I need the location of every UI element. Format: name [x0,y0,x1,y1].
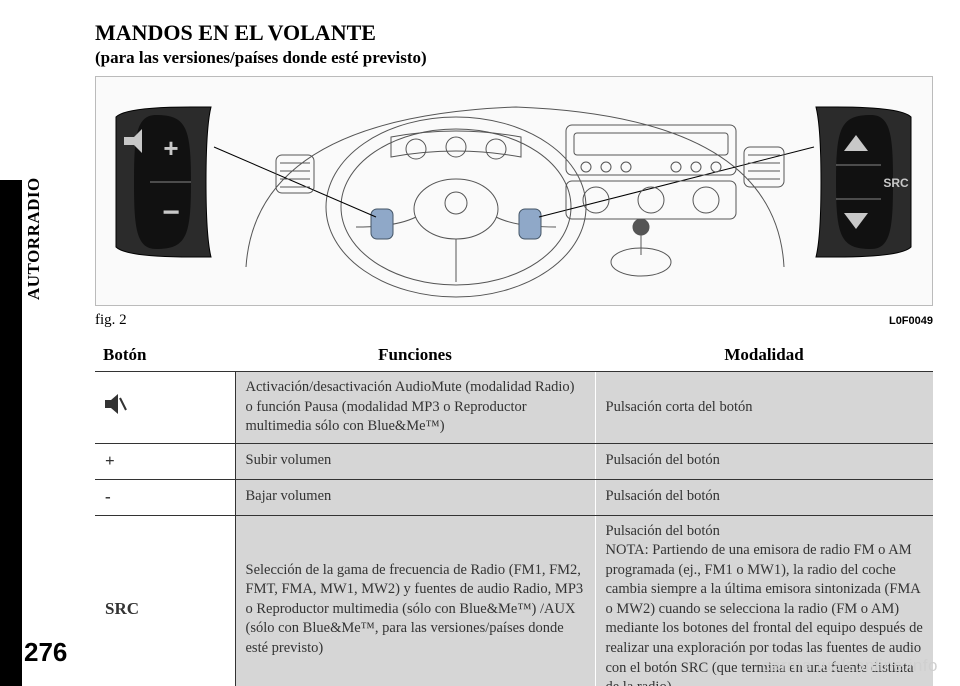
section-label: AUTORRADIO [24,177,44,300]
col-funciones: Funciones [235,339,595,372]
func-cell: Subir volumen [235,443,595,479]
page-subtitle: (para las versiones/países donde esté pr… [95,48,933,68]
src-label: SRC [883,176,909,190]
side-tab [0,0,22,686]
table-row: - Bajar volumen Pulsación del botón [95,479,933,515]
page-title: MANDOS EN EL VOLANTE [95,20,933,46]
table-row: Activación/desactivación AudioMute (moda… [95,372,933,444]
mod-cell: Pulsación corta del botón [595,372,933,444]
mute-icon [105,394,127,414]
watermark: carmanualsonline.info [762,656,938,676]
func-cell: Selección de la gama de frecuencia de Ra… [235,515,595,686]
col-boton: Botón [95,339,235,372]
controls-table: Botón Funciones Modalidad Activación/des… [95,339,933,686]
btn-cell-src: SRC [95,515,235,686]
figure-caption-row: fig. 2 L0F0049 [95,312,933,329]
minus-icon: − [162,196,180,229]
dashboard-illustration: + − SRC [96,77,934,307]
figure-code: L0F0049 [889,315,933,327]
table-header-row: Botón Funciones Modalidad [95,339,933,372]
func-cell: Bajar volumen [235,479,595,515]
figure-dashboard: + − SRC [95,76,933,306]
btn-cell-mute [95,372,235,444]
dashboard-lines [214,107,814,297]
btn-cell-plus: + [95,443,235,479]
table-row: + Subir volumen Pulsación del botón [95,443,933,479]
mod-cell: Pulsación del botón [595,479,933,515]
btn-cell-minus: - [95,479,235,515]
page-content: MANDOS EN EL VOLANTE (para las versiones… [95,20,933,686]
col-modalidad: Modalidad [595,339,933,372]
func-cell: Activación/desactivación AudioMute (moda… [235,372,595,444]
page-number: 276 [24,637,67,668]
manual-page: AUTORRADIO 276 MANDOS EN EL VOLANTE (par… [0,0,960,686]
mod-cell: Pulsación del botón [595,443,933,479]
plus-icon: + [163,133,178,163]
figure-caption: fig. 2 [95,312,127,329]
